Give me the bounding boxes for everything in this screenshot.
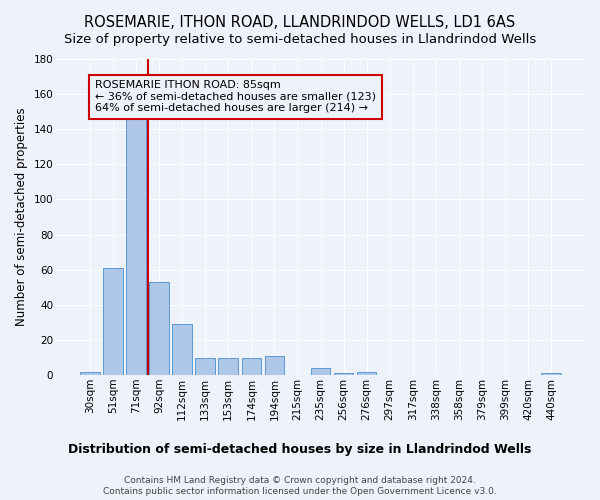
Bar [242, 358, 261, 375]
Bar [311, 368, 331, 375]
Y-axis label: Number of semi-detached properties: Number of semi-detached properties [15, 108, 28, 326]
Bar [149, 282, 169, 375]
Text: ROSEMARIE ITHON ROAD: 85sqm
← 36% of semi-detached houses are smaller (123)
64% : ROSEMARIE ITHON ROAD: 85sqm ← 36% of sem… [95, 80, 376, 114]
Bar [334, 374, 353, 375]
Bar [357, 372, 376, 375]
Text: Contains HM Land Registry data © Crown copyright and database right 2024.: Contains HM Land Registry data © Crown c… [124, 476, 476, 485]
Bar [218, 358, 238, 375]
Text: Contains public sector information licensed under the Open Government Licence v3: Contains public sector information licen… [103, 488, 497, 496]
Text: Distribution of semi-detached houses by size in Llandrindod Wells: Distribution of semi-detached houses by … [68, 442, 532, 456]
Bar [126, 118, 146, 375]
Text: Size of property relative to semi-detached houses in Llandrindod Wells: Size of property relative to semi-detach… [64, 32, 536, 46]
Bar [80, 372, 100, 375]
Bar [172, 324, 192, 375]
Bar [265, 356, 284, 375]
Bar [103, 268, 123, 375]
Bar [541, 374, 561, 375]
Text: ROSEMARIE, ITHON ROAD, LLANDRINDOD WELLS, LD1 6AS: ROSEMARIE, ITHON ROAD, LLANDRINDOD WELLS… [85, 15, 515, 30]
Bar [196, 358, 215, 375]
